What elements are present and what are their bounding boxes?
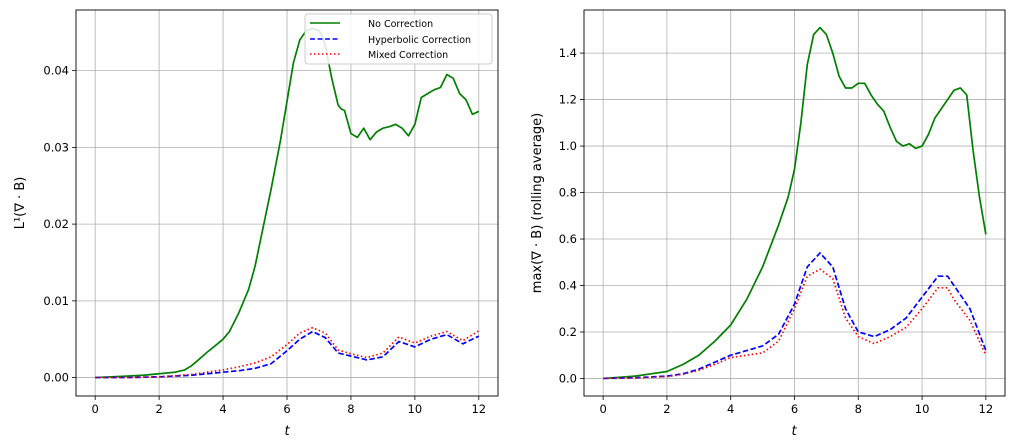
right-plot: 0 2 4 6 8 10 12 0.0 0.2 0.4 0.6 0.8 1.0 1.2 1.4 t max(… <box>530 9 1006 439</box>
y-tick-label: 1.2 <box>559 93 577 107</box>
legend-label-hyperbolic-correction: Hyperbolic Correction <box>368 35 471 46</box>
left-plot: 0 2 4 6 8 10 12 0.00 0.01 0.02 0.03 0.04 t L¹(∇ · B… <box>13 9 499 439</box>
right-ylabel: max(∇ · B) (rolling average) <box>530 113 545 293</box>
left-plot-ticks: 0 2 4 6 8 10 12 0.00 0.01 0.02 0.03 0.04 <box>43 64 486 416</box>
y-tick-label: 0.8 <box>559 186 577 200</box>
right-plot-ticks: 0 2 4 6 8 10 12 0.0 0.2 0.4 0.6 0.8 1.0 1.2 1.4 <box>559 46 993 416</box>
legend-label-mixed-correction: Mixed Correction <box>368 50 448 61</box>
x-tick-label: 12 <box>979 402 994 416</box>
y-tick-label: 0.02 <box>43 217 69 231</box>
x-tick-label: 4 <box>219 402 226 416</box>
y-tick-label: 0.03 <box>43 140 69 154</box>
right-plot-grid <box>584 10 1005 396</box>
legend: No Correction Hyperbolic Correction Mixe… <box>304 13 493 65</box>
x-tick-label: 10 <box>915 402 930 416</box>
x-tick-label: 2 <box>155 402 162 416</box>
legend-box <box>304 13 493 65</box>
y-tick-label: 0.04 <box>43 64 69 78</box>
y-tick-label: 0.0 <box>559 371 577 385</box>
left-series-hyperbolic-correction <box>95 330 480 379</box>
y-tick-label: 0.2 <box>559 325 577 339</box>
x-tick-label: 10 <box>408 402 423 416</box>
y-tick-label: 0.6 <box>559 232 577 246</box>
right-xlabel: t <box>791 424 797 439</box>
y-tick-label: 0.00 <box>43 371 69 385</box>
x-tick-label: 8 <box>347 402 354 416</box>
x-tick-label: 0 <box>599 402 606 416</box>
x-tick-label: 8 <box>855 402 862 416</box>
right-series-hyperbolic-correction <box>603 252 987 380</box>
x-tick-label: 4 <box>727 402 734 416</box>
right-series-mixed-correction <box>603 268 987 380</box>
x-tick-label: 6 <box>283 402 290 416</box>
left-ylabel: L¹(∇ · B) <box>13 177 28 230</box>
y-tick-label: 0.4 <box>559 278 577 292</box>
x-tick-label: 12 <box>471 402 486 416</box>
x-tick-label: 2 <box>663 402 670 416</box>
right-series-no-correction <box>603 26 987 380</box>
right-plot-series <box>603 26 987 380</box>
left-xlabel: t <box>284 424 290 439</box>
x-tick-label: 0 <box>92 402 99 416</box>
y-tick-label: 1.0 <box>559 139 577 153</box>
left-series-mixed-correction <box>95 326 480 379</box>
y-tick-label: 1.4 <box>559 46 577 60</box>
legend-label-no-correction: No Correction <box>368 19 433 30</box>
x-tick-label: 6 <box>791 402 798 416</box>
y-tick-label: 0.01 <box>43 294 69 308</box>
